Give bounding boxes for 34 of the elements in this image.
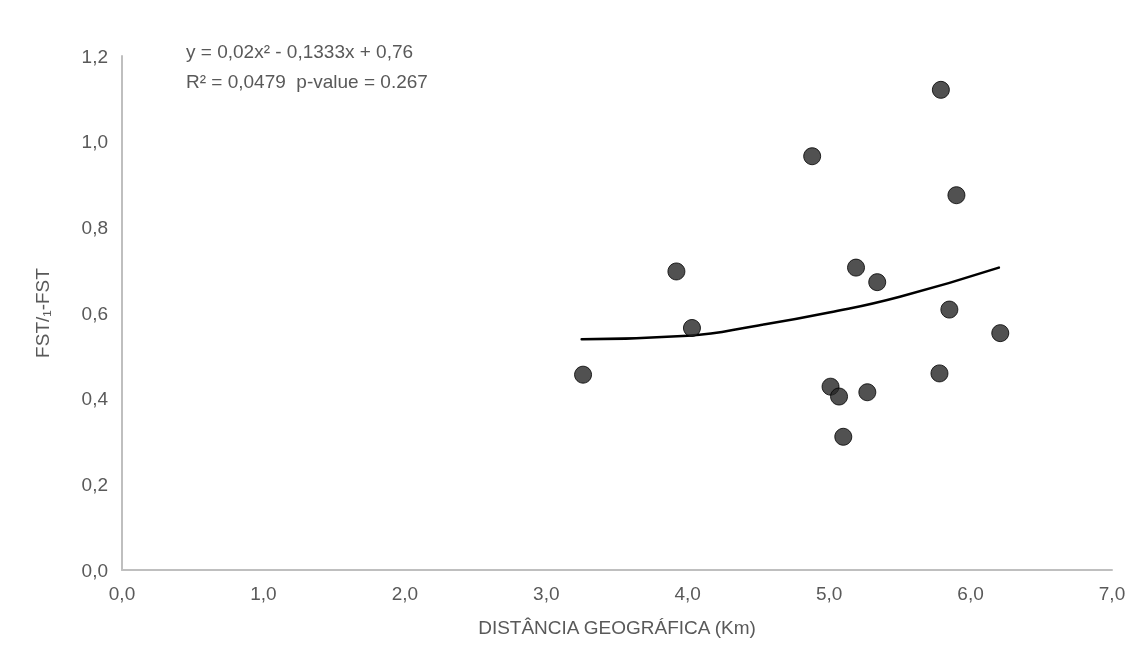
point bbox=[667, 262, 686, 281]
line-series bbox=[580, 266, 1001, 341]
point bbox=[991, 324, 1010, 343]
point bbox=[931, 80, 950, 99]
point bbox=[940, 300, 959, 319]
point bbox=[847, 258, 866, 277]
x-tick-label: 4,0 bbox=[674, 583, 701, 604]
y-axis-title: FST/₁-FST bbox=[32, 267, 53, 358]
point bbox=[574, 365, 593, 384]
point bbox=[834, 427, 853, 446]
annotation: R² = 0,0479 p-value = 0.267 bbox=[186, 71, 428, 92]
x-tick-label: 3,0 bbox=[533, 583, 560, 604]
point bbox=[947, 186, 966, 205]
x-tick-label: 0,0 bbox=[108, 583, 136, 604]
point bbox=[803, 147, 822, 166]
x-tick-label: 6,0 bbox=[957, 583, 984, 604]
point bbox=[830, 387, 849, 406]
point bbox=[868, 273, 887, 292]
y-tick-label: 1,0 bbox=[81, 131, 108, 153]
x-tick-label: 2,0 bbox=[391, 583, 419, 604]
x-tick-label: 5,0 bbox=[815, 583, 843, 604]
point bbox=[930, 364, 949, 383]
y-tick-label: 0,8 bbox=[81, 216, 108, 238]
y-tick-label: 0,2 bbox=[81, 473, 108, 495]
annotation: y = 0,02x² - 0,1333x + 0,76 bbox=[186, 41, 414, 62]
x-axis-title: DISTÂNCIA GEOGRÁFICA (Km) bbox=[478, 617, 756, 638]
y-tick-label: 1,2 bbox=[81, 45, 108, 67]
point bbox=[682, 319, 701, 337]
y-tick-label: 0,0 bbox=[81, 559, 108, 581]
point bbox=[858, 383, 877, 402]
x-tick-label: 7,0 bbox=[1098, 583, 1126, 604]
y-tick-label: 0,6 bbox=[81, 302, 108, 324]
y-tick-label: 0,4 bbox=[81, 388, 109, 410]
x-tick-label: 1,0 bbox=[250, 583, 277, 604]
